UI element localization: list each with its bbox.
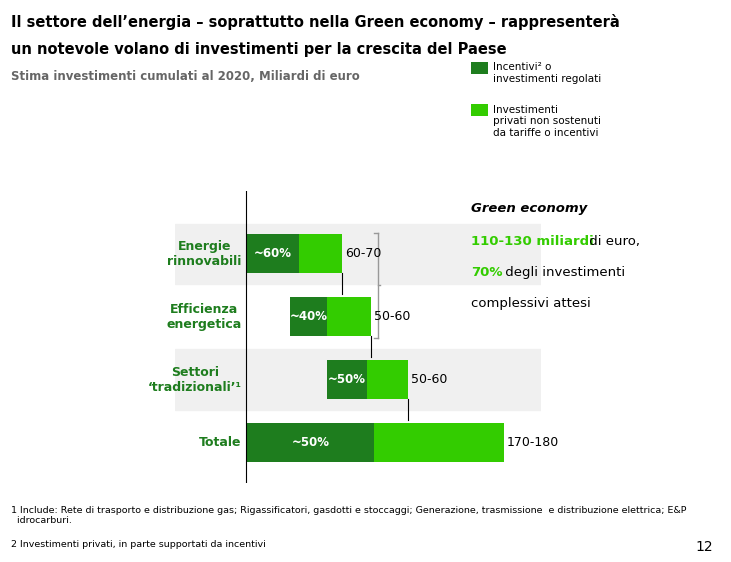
Text: ~50%: ~50% — [291, 436, 329, 449]
Text: 110-130 miliardi: 110-130 miliardi — [471, 235, 594, 248]
Text: 170-180: 170-180 — [507, 436, 559, 449]
Text: 2 Investimenti privati, in parte supportati da incentivi: 2 Investimenti privati, in parte support… — [11, 540, 265, 549]
Text: 12: 12 — [695, 540, 713, 554]
Text: di euro,: di euro, — [585, 235, 640, 248]
Text: ~50%: ~50% — [328, 373, 366, 386]
Text: Green economy: Green economy — [471, 202, 588, 215]
Text: Investimenti
privati non sostenuti
da tariffe o incentivi: Investimenti privati non sostenuti da ta… — [493, 105, 602, 138]
Text: Il settore dell’energia – soprattutto nella Green economy – rappresenterà: Il settore dell’energia – soprattutto ne… — [11, 14, 620, 30]
Text: 50-60: 50-60 — [412, 373, 447, 386]
Text: complessivi attesi: complessivi attesi — [471, 297, 591, 310]
Text: Energie
rinnovabili: Energie rinnovabili — [167, 240, 242, 268]
Text: Settori
‘tradizionali’¹: Settori ‘tradizionali’¹ — [148, 366, 242, 393]
Text: un notevole volano di investimenti per la crescita del Paese: un notevole volano di investimenti per l… — [11, 42, 507, 57]
Bar — [367, 360, 409, 399]
Bar — [327, 297, 371, 336]
Bar — [246, 423, 374, 462]
Text: Incentivi² o
investimenti regolati: Incentivi² o investimenti regolati — [493, 62, 602, 84]
Text: 1 Include: Rete di trasporto e distribuzione gas; Rigassificatori, gasdotti e st: 1 Include: Rete di trasporto e distribuz… — [11, 506, 686, 525]
Text: ~40%: ~40% — [289, 310, 327, 323]
Text: 50-60: 50-60 — [374, 310, 411, 323]
Text: Totale: Totale — [200, 436, 242, 449]
Bar — [175, 350, 541, 410]
Bar — [246, 234, 299, 273]
Text: 60-70: 60-70 — [345, 247, 382, 260]
Bar — [327, 360, 367, 399]
Text: Stima investimenti cumulati al 2020, Miliardi di euro: Stima investimenti cumulati al 2020, Mil… — [11, 70, 360, 83]
Text: Efficienza
energetica: Efficienza energetica — [167, 303, 242, 331]
Text: ~60%: ~60% — [254, 247, 292, 260]
Text: degli investimenti: degli investimenti — [501, 266, 625, 279]
Text: 70%: 70% — [471, 266, 503, 279]
Bar — [175, 224, 541, 284]
Bar — [374, 423, 504, 462]
Bar — [290, 297, 327, 336]
Bar — [299, 234, 342, 273]
